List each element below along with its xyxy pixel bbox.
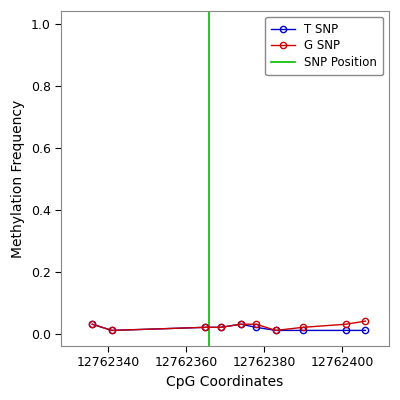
Legend: T SNP, G SNP, SNP Position: T SNP, G SNP, SNP Position: [265, 17, 383, 75]
Y-axis label: Methylation Frequency: Methylation Frequency: [11, 99, 25, 258]
X-axis label: CpG Coordinates: CpG Coordinates: [166, 375, 284, 389]
